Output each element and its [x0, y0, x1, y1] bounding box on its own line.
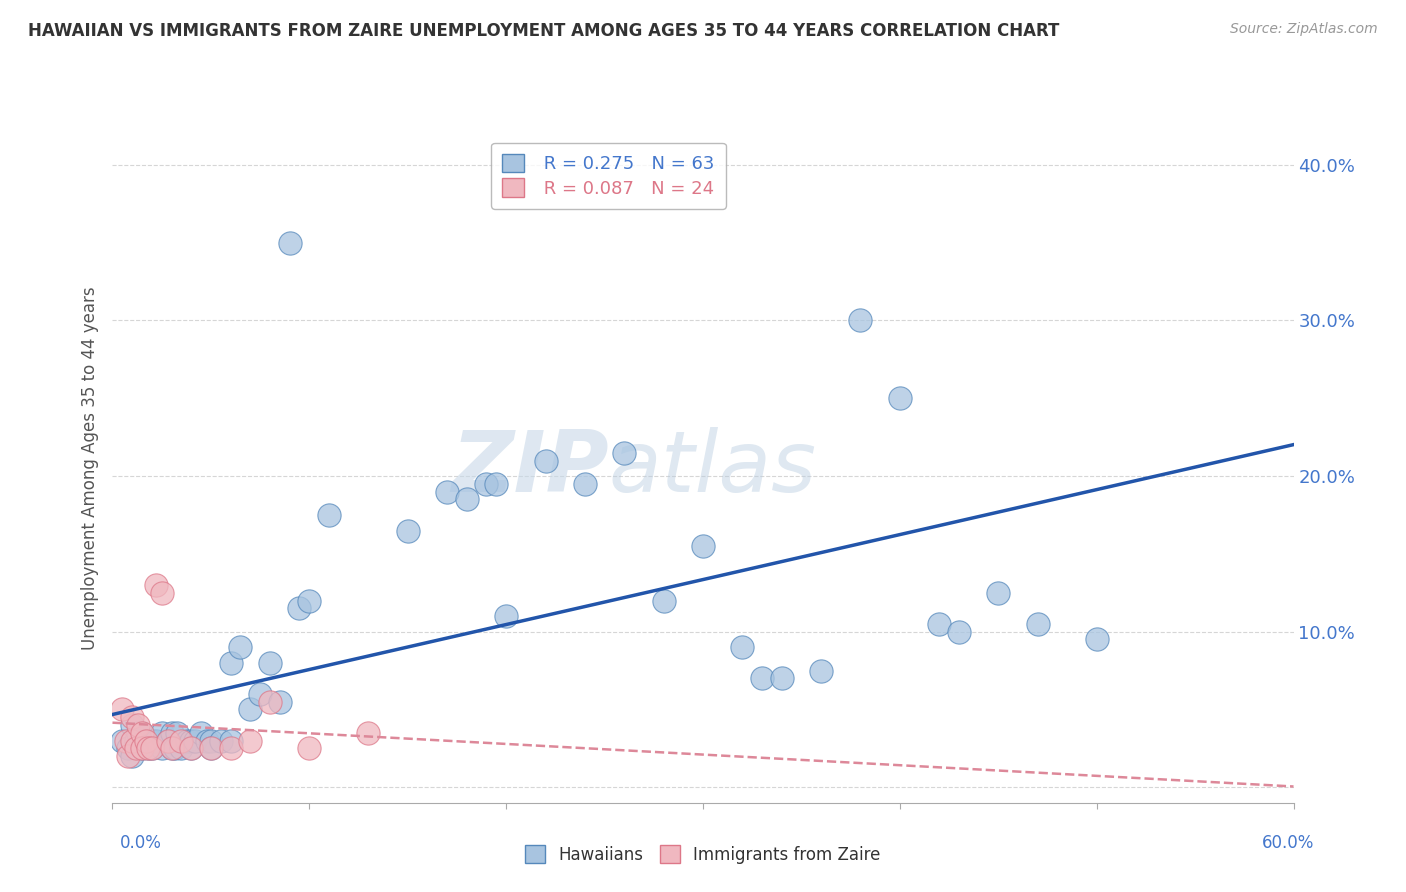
Point: [166, 726, 188, 740]
Point: [121, 718, 143, 732]
Point: [751, 671, 773, 685]
Point: [115, 733, 138, 747]
Point: [136, 741, 159, 756]
Point: [121, 710, 143, 724]
Point: [357, 726, 380, 740]
Point: [436, 484, 458, 499]
Point: [176, 733, 198, 747]
Point: [180, 741, 202, 756]
Point: [456, 492, 478, 507]
Point: [180, 733, 202, 747]
Point: [219, 733, 242, 747]
Point: [135, 733, 157, 747]
Y-axis label: Unemployment Among Ages 35 to 44 years: Unemployment Among Ages 35 to 44 years: [80, 286, 98, 650]
Point: [156, 733, 179, 747]
Point: [121, 733, 143, 747]
Point: [180, 741, 202, 756]
Point: [259, 656, 281, 670]
Point: [731, 640, 754, 655]
Point: [125, 741, 148, 756]
Point: [849, 313, 872, 327]
Point: [652, 593, 675, 607]
Point: [987, 586, 1010, 600]
Point: [131, 726, 153, 740]
Point: [770, 671, 793, 685]
Point: [948, 624, 970, 639]
Point: [485, 476, 508, 491]
Point: [239, 733, 262, 747]
Point: [219, 656, 242, 670]
Point: [141, 741, 163, 756]
Point: [259, 695, 281, 709]
Point: [219, 741, 242, 756]
Text: ZIP: ZIP: [451, 426, 609, 510]
Point: [111, 702, 134, 716]
Point: [127, 726, 149, 740]
Point: [229, 640, 252, 655]
Point: [131, 726, 153, 740]
Point: [318, 508, 340, 522]
Point: [131, 741, 153, 756]
Point: [195, 733, 218, 747]
Point: [288, 601, 311, 615]
Point: [1085, 632, 1108, 647]
Point: [278, 235, 301, 250]
Point: [117, 741, 139, 756]
Point: [534, 453, 557, 467]
Point: [170, 733, 193, 747]
Point: [170, 741, 193, 756]
Point: [141, 733, 163, 747]
Point: [150, 586, 173, 600]
Point: [145, 578, 167, 592]
Point: [165, 741, 187, 756]
Point: [150, 741, 173, 756]
Point: [495, 609, 517, 624]
Point: [209, 733, 232, 747]
Point: [396, 524, 419, 538]
Point: [121, 749, 143, 764]
Point: [160, 741, 183, 756]
Point: [692, 539, 714, 553]
Legend: Hawaiians, Immigrants from Zaire: Hawaiians, Immigrants from Zaire: [519, 838, 887, 871]
Text: Source: ZipAtlas.com: Source: ZipAtlas.com: [1230, 22, 1378, 37]
Point: [127, 718, 149, 732]
Point: [298, 593, 321, 607]
Point: [156, 733, 179, 747]
Point: [150, 726, 173, 740]
Text: HAWAIIAN VS IMMIGRANTS FROM ZAIRE UNEMPLOYMENT AMONG AGES 35 TO 44 YEARS CORRELA: HAWAIIAN VS IMMIGRANTS FROM ZAIRE UNEMPL…: [28, 22, 1060, 40]
Point: [190, 726, 212, 740]
Point: [574, 476, 596, 491]
Text: atlas: atlas: [609, 426, 817, 510]
Point: [160, 741, 183, 756]
Point: [184, 733, 207, 747]
Point: [200, 741, 222, 756]
Point: [145, 733, 167, 747]
Point: [239, 702, 262, 716]
Point: [1026, 616, 1049, 631]
Point: [141, 741, 163, 756]
Point: [475, 476, 498, 491]
Point: [135, 733, 157, 747]
Point: [131, 741, 153, 756]
Point: [928, 616, 950, 631]
Point: [298, 741, 321, 756]
Point: [117, 749, 139, 764]
Point: [125, 733, 148, 747]
Point: [200, 733, 222, 747]
Point: [160, 726, 183, 740]
Legend:  R = 0.275   N = 63,  R = 0.087   N = 24: R = 0.275 N = 63, R = 0.087 N = 24: [492, 143, 725, 209]
Text: 60.0%: 60.0%: [1263, 834, 1315, 852]
Point: [249, 687, 271, 701]
Point: [889, 392, 911, 406]
Point: [269, 695, 291, 709]
Point: [136, 741, 159, 756]
Point: [810, 664, 832, 678]
Point: [613, 446, 636, 460]
Text: 0.0%: 0.0%: [120, 834, 162, 852]
Point: [200, 741, 222, 756]
Point: [111, 733, 134, 747]
